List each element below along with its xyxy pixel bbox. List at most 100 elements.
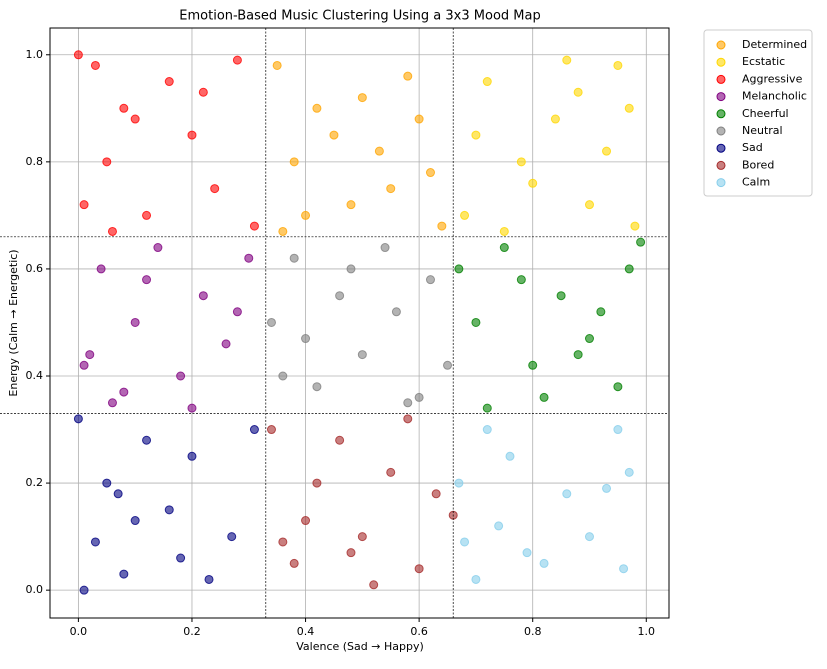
scatter-point <box>499 226 509 236</box>
scatter-point <box>454 264 464 274</box>
scatter-point <box>113 489 123 499</box>
y-tick-label: 0.6 <box>26 262 44 275</box>
scatter-point <box>391 307 401 317</box>
scatter-point <box>301 334 311 344</box>
legend-label: Aggressive <box>742 72 803 85</box>
scatter-point <box>187 130 197 140</box>
legend-marker <box>716 143 726 153</box>
scatter-point <box>357 350 367 360</box>
scatter-point <box>119 387 129 397</box>
scatter-point <box>613 382 623 392</box>
legend-label: Determined <box>742 38 807 51</box>
scatter-point <box>73 414 83 424</box>
legend-marker <box>716 92 726 102</box>
legend-marker <box>716 160 726 170</box>
scatter-point <box>204 574 214 584</box>
scatter-point <box>85 350 95 360</box>
scatter-point <box>414 564 424 574</box>
scatter-point <box>312 478 322 488</box>
scatter-point <box>619 564 629 574</box>
scatter-point <box>79 585 89 595</box>
scatter-point <box>198 291 208 301</box>
legend-label: Melancholic <box>742 90 807 103</box>
scatter-point <box>516 275 526 285</box>
legend-box <box>703 29 813 197</box>
scatter-point <box>482 425 492 435</box>
scatter-point <box>403 71 413 81</box>
scatter-point <box>119 103 129 113</box>
plot-frame <box>49 27 670 619</box>
scatter-point <box>119 569 129 579</box>
scatter-point <box>624 467 634 477</box>
legend-marker <box>716 74 726 84</box>
scatter-point <box>130 114 140 124</box>
scatter-point <box>153 243 163 253</box>
scatter-point <box>312 103 322 113</box>
scatter-point <box>249 221 259 231</box>
scatter-point <box>516 157 526 167</box>
scatter-point <box>431 489 441 499</box>
legend-marker <box>716 57 726 67</box>
scatter-point <box>329 130 339 140</box>
x-tick-label: 0.6 <box>410 625 428 638</box>
scatter-point <box>232 307 242 317</box>
scatter-point <box>210 184 220 194</box>
scatter-point <box>482 77 492 87</box>
scatter-point <box>130 317 140 327</box>
legend-label: Sad <box>742 141 763 154</box>
scatter-point <box>584 334 594 344</box>
legend-label: Ecstatic <box>742 55 785 68</box>
scatter-point <box>380 243 390 253</box>
legend-marker <box>716 109 726 119</box>
scatter-point <box>278 537 288 547</box>
scatter-point <box>460 210 470 220</box>
scatter-point <box>562 489 572 499</box>
scatter-point <box>437 221 447 231</box>
x-tick-label: 0.8 <box>524 625 542 638</box>
scatter-point <box>107 226 117 236</box>
scatter-point <box>539 392 549 402</box>
scatter-point <box>96 264 106 274</box>
scatter-point <box>443 360 453 370</box>
scatter-point <box>556 291 566 301</box>
scatter-point <box>613 425 623 435</box>
scatter-point <box>335 435 345 445</box>
scatter-point <box>346 264 356 274</box>
scatter-point <box>499 243 509 253</box>
scatter-point <box>471 130 481 140</box>
scatter-point <box>187 403 197 413</box>
scatter-point <box>613 60 623 70</box>
scatter-point <box>471 574 481 584</box>
scatter-point <box>142 435 152 445</box>
scatter-point <box>573 87 583 97</box>
scatter-point <box>289 253 299 263</box>
x-tick-label: 0.0 <box>70 625 88 638</box>
scatter-point <box>266 425 276 435</box>
scatter-point <box>244 253 254 263</box>
scatter-point <box>602 146 612 156</box>
scatter-point <box>289 558 299 568</box>
scatter-point <box>346 548 356 558</box>
scatter-point <box>278 226 288 236</box>
y-tick-label: 0.4 <box>26 369 44 382</box>
scatter-point <box>142 275 152 285</box>
scatter-point <box>584 532 594 542</box>
scatter-point <box>562 55 572 65</box>
scatter-point <box>624 103 634 113</box>
scatter-point <box>73 50 83 60</box>
legend-label: Cheerful <box>742 107 789 120</box>
scatter-point <box>142 210 152 220</box>
scatter-point <box>369 580 379 590</box>
scatter-point <box>227 532 237 542</box>
scatter-point <box>90 60 100 70</box>
scatter-point <box>176 553 186 563</box>
scatter-point <box>602 483 612 493</box>
scatter-point <box>107 398 117 408</box>
scatter-point <box>335 291 345 301</box>
legend-marker <box>716 40 726 50</box>
legend-label: Neutral <box>742 124 783 137</box>
scatter-point <box>414 392 424 402</box>
scatter-point <box>425 275 435 285</box>
scatter-point <box>357 532 367 542</box>
